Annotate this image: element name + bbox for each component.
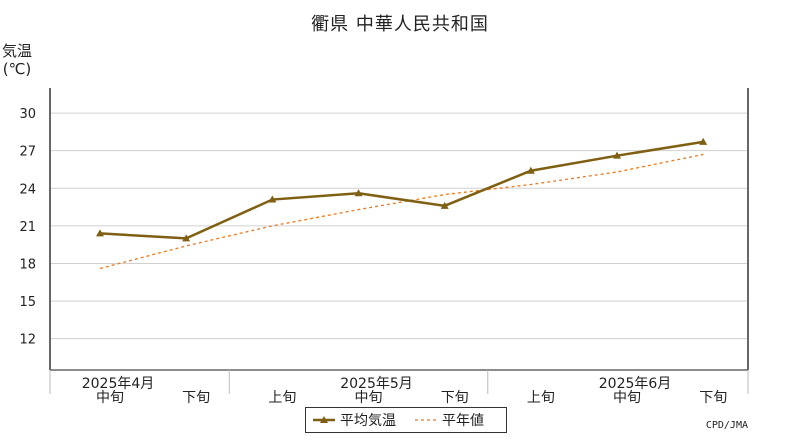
legend-swatch-average <box>313 416 335 423</box>
y-axis-label-name: 気温 <box>2 42 33 60</box>
x-month-label: 2025年5月 <box>340 376 413 392</box>
legend: 平均気温 平年値 <box>305 407 507 433</box>
data-point-average <box>526 166 535 174</box>
y-tick-label: 21 <box>19 220 36 235</box>
data-point-average <box>440 201 449 209</box>
series-line-average <box>99 140 704 240</box>
y-tick-label: 18 <box>19 257 36 272</box>
x-tick-label: 中旬 <box>355 390 383 406</box>
legend-item-average: 平均気温 <box>312 410 396 430</box>
y-tick-label: 15 <box>19 295 36 310</box>
x-tick-label: 下旬 <box>441 390 469 406</box>
chart-title: 衢県 中華人民共和国 <box>311 14 489 35</box>
legend-swatch-normal <box>415 419 437 421</box>
plot-area <box>50 88 748 370</box>
y-axis-label-unit: (℃) <box>2 60 32 78</box>
data-point-average <box>268 195 277 203</box>
data-point-average <box>354 189 363 197</box>
x-tick-label: 中旬 <box>96 390 124 406</box>
data-point-average <box>699 137 708 145</box>
data-point-average <box>96 229 104 237</box>
y-tick-label: 27 <box>19 145 36 160</box>
y-tick-label: 12 <box>19 333 36 348</box>
legend-item-normal: 平年値 <box>414 410 484 430</box>
data-point-average <box>182 234 191 242</box>
y-axis-label: 気温 (℃) <box>2 42 32 78</box>
x-tick-label: 下旬 <box>699 390 727 406</box>
x-tick-label: 下旬 <box>182 390 210 406</box>
x-month-label: 2025年6月 <box>599 376 672 392</box>
legend-label-normal: 平年値 <box>442 413 484 429</box>
legend-label-average: 平均気温 <box>340 413 396 429</box>
x-month-label: 2025年4月 <box>82 376 155 392</box>
x-tick-label: 上旬 <box>268 390 296 406</box>
credit-text: CPD/JMA <box>705 420 748 431</box>
series-line-normal <box>99 153 704 270</box>
y-tick-label: 24 <box>19 182 36 197</box>
y-tick-label: 30 <box>19 107 36 122</box>
x-tick-label: 上旬 <box>527 390 555 406</box>
x-tick-label: 中旬 <box>613 390 641 406</box>
data-point-average <box>613 151 622 159</box>
